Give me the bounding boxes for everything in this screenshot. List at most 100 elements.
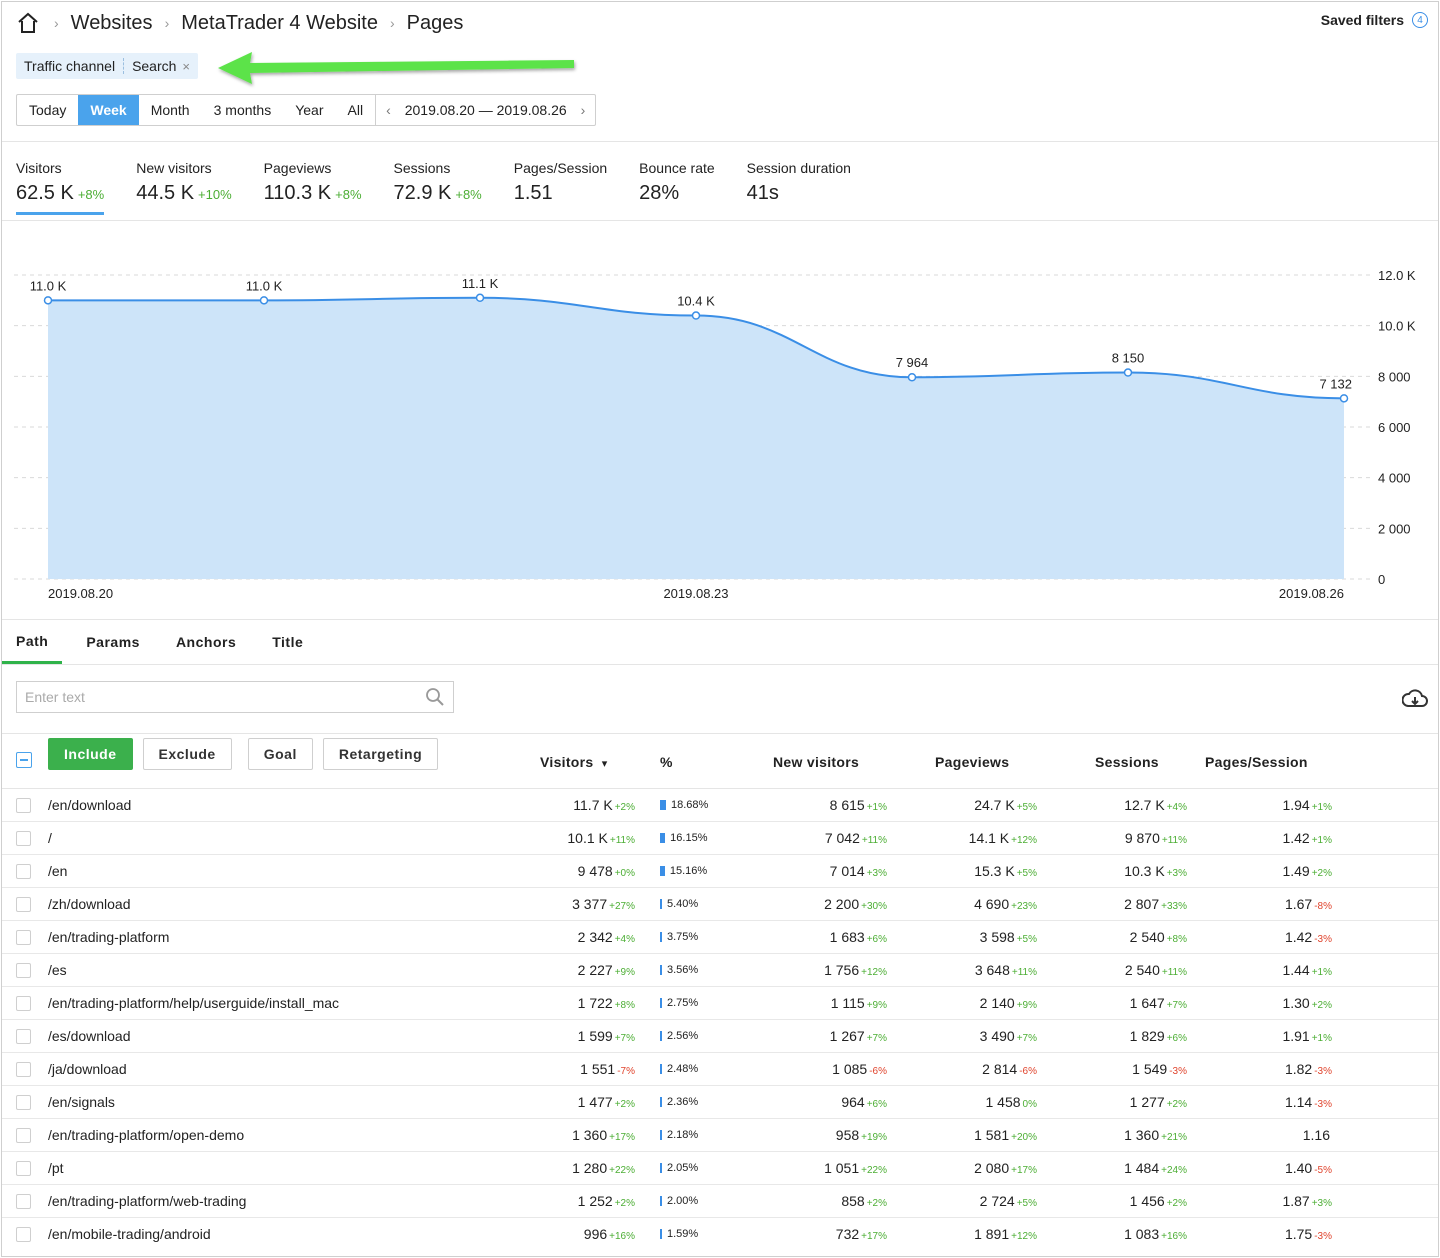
table-row[interactable]: /en/trading-platform 2 342 +4% 1 683 +6% 3 59…	[2, 921, 1438, 954]
row-checkbox[interactable]	[16, 864, 31, 879]
row-path[interactable]: /en/download	[48, 797, 132, 813]
row-path[interactable]: /es	[48, 962, 67, 978]
cell-value: 10.1 K	[567, 830, 608, 846]
divider	[2, 141, 1438, 142]
table-row[interactable]: /en/trading-platform/help/userguide/inst…	[2, 987, 1438, 1020]
cell-change: +12%	[861, 967, 887, 978]
metric-pageviews[interactable]: Pageviews 110.3 K +8%	[264, 160, 362, 205]
row-path[interactable]: /ja/download	[48, 1061, 127, 1077]
row-path[interactable]: /en/trading-platform	[48, 929, 170, 945]
breadcrumb: › Websites › MetaTrader 4 Website › Page…	[16, 10, 463, 36]
row-checkbox[interactable]	[16, 831, 31, 846]
column-pageviews[interactable]: Pageviews	[935, 754, 1010, 770]
period-month[interactable]: Month	[150, 102, 190, 118]
row-path[interactable]: /zh/download	[48, 896, 131, 912]
table-row[interactable]: /pt 1 280 +22% 1 051 +22% 2 080 +17% 1 484 +24% 1…	[2, 1152, 1438, 1185]
table-row[interactable]: /en/trading-platform/web-trading 1 252 +2%…	[2, 1185, 1438, 1218]
table-row[interactable]: /en/download 11.7 K +2% 8 615 +1% 24.7 K +5% 12…	[2, 789, 1438, 822]
metric-sessions[interactable]: Sessions 72.9 K +8%	[394, 160, 482, 205]
cell-change: -3%	[1314, 1099, 1332, 1110]
row-checkbox[interactable]	[16, 930, 31, 945]
cell-pv: 1 891 +12%	[974, 1226, 1037, 1242]
cell-change: +22%	[861, 1165, 887, 1176]
row-checkbox[interactable]	[16, 897, 31, 912]
select-all-checkbox[interactable]	[16, 752, 32, 768]
period-year[interactable]: Year	[295, 102, 324, 118]
tab-path[interactable]: Path	[2, 620, 63, 664]
period-all[interactable]: All	[347, 102, 364, 118]
cell-value: 1.42	[1282, 830, 1310, 846]
row-checkbox[interactable]	[16, 963, 31, 978]
row-path[interactable]: /pt	[48, 1160, 64, 1176]
table-row[interactable]: /zh/download 3 377 +27% 2 200 +30% 4 690 +23% 2…	[2, 888, 1438, 921]
cell-visitors: 1 477 +2%	[578, 1094, 635, 1110]
table-row[interactable]: /es/download 1 599 +7% 1 267 +7% 3 490 +7% 1 82…	[2, 1020, 1438, 1053]
row-path[interactable]: /en	[48, 863, 68, 879]
metric-new-visitors[interactable]: New visitors 44.5 K +10%	[136, 160, 231, 205]
row-checkbox[interactable]	[16, 1128, 31, 1143]
table-row[interactable]: /en/mobile-trading/android 996 +16% 732 +17%…	[2, 1218, 1438, 1251]
row-checkbox[interactable]	[16, 1227, 31, 1242]
cell-sess: 1 083 +16%	[1124, 1226, 1187, 1242]
metric-label: New visitors	[136, 160, 212, 176]
table-row[interactable]: /es 2 227 +9% 1 756 +12% 3 648 +11% 2 540 +11% 1.…	[2, 954, 1438, 987]
cell-visitors: 9 478 +0%	[578, 863, 635, 879]
percent-label: 2.56%	[667, 1030, 699, 1042]
tab-params[interactable]: Params	[86, 634, 140, 650]
table-row[interactable]: /en 9 478 +0% 7 014 +3% 15.3 K +5% 10.3 K +3% 1.4…	[2, 855, 1438, 888]
period-today[interactable]: Today	[29, 102, 67, 118]
row-path[interactable]: /	[48, 830, 52, 846]
row-checkbox[interactable]	[16, 1161, 31, 1176]
row-checkbox[interactable]	[16, 1062, 31, 1077]
cloud-download-icon[interactable]	[1402, 688, 1428, 710]
row-path[interactable]: /en/signals	[48, 1094, 115, 1110]
column-sessions[interactable]: Sessions	[1095, 754, 1159, 770]
tab-anchors[interactable]: Anchors	[175, 634, 237, 650]
tab-title[interactable]: Title	[272, 634, 304, 650]
close-icon[interactable]: ×	[182, 58, 191, 74]
table-row[interactable]: /en/signals 1 477 +2% 964 +6% 1 458 0% 1 277 +2%…	[2, 1086, 1438, 1119]
cell-change: +8%	[1166, 934, 1187, 945]
search-icon[interactable]	[425, 687, 445, 707]
goal-button[interactable]: Goal	[247, 738, 313, 770]
retargeting-button[interactable]: Retargeting	[322, 738, 439, 770]
row-path[interactable]: /en/trading-platform/web-trading	[48, 1193, 247, 1209]
home-icon[interactable]	[16, 11, 40, 35]
row-checkbox[interactable]	[16, 1029, 31, 1044]
table-row[interactable]: /10.1 K +11% 7 042 +11% 14.1 K +12% 9 870 +11% 1…	[2, 822, 1438, 855]
include-button[interactable]: Include	[48, 738, 133, 770]
data-point	[43, 296, 53, 305]
date-range-text[interactable]: 2019.08.20 — 2019.08.26	[404, 102, 567, 118]
chevron-right-icon[interactable]: ›	[580, 102, 586, 118]
column-new-visitors[interactable]: New visitors	[773, 754, 860, 770]
filter-chip[interactable]: Traffic channel Search ×	[16, 53, 199, 79]
period-week[interactable]: Week	[78, 95, 139, 125]
metric-pages-session[interactable]: Pages/Session 1.51	[514, 160, 607, 205]
exclude-button[interactable]: Exclude	[142, 738, 232, 770]
row-path[interactable]: /en/trading-platform/help/userguide/inst…	[48, 995, 340, 1011]
breadcrumb-site[interactable]: MetaTrader 4 Website	[181, 11, 378, 34]
row-path[interactable]: /en/mobile-trading/android	[48, 1226, 211, 1242]
row-checkbox[interactable]	[16, 798, 31, 813]
breadcrumb-websites[interactable]: Websites	[70, 11, 153, 34]
metric-bounce-rate[interactable]: Bounce rate 28%	[639, 160, 715, 205]
cell-value: 1.91	[1282, 1028, 1310, 1044]
metric-session-duration[interactable]: Session duration 41s	[747, 160, 851, 205]
row-checkbox[interactable]	[16, 1095, 31, 1110]
saved-filters-button[interactable]: Saved filters 4	[1321, 12, 1428, 28]
period-3-months[interactable]: 3 months	[213, 102, 272, 118]
row-checkbox[interactable]	[16, 996, 31, 1011]
row-checkbox[interactable]	[16, 1194, 31, 1209]
chevron-left-icon[interactable]: ‹	[386, 102, 391, 118]
column-pages-session[interactable]: Pages/Session	[1205, 754, 1308, 770]
cell-pps: 1.87 +3%	[1282, 1193, 1332, 1209]
cell-value: 1 477	[577, 1094, 613, 1110]
row-path[interactable]: /es/download	[48, 1028, 131, 1044]
table-row[interactable]: /ja/download 1 551 -7% 1 085 -6% 2 814 -6% 1 54…	[2, 1053, 1438, 1086]
metric-visitors[interactable]: Visitors 62.5 K +8%	[16, 160, 105, 215]
column-percent[interactable]: %	[660, 754, 673, 770]
column-visitors[interactable]: Visitors ▾	[540, 754, 608, 770]
row-path[interactable]: /en/trading-platform/open-demo	[48, 1127, 245, 1143]
table-row[interactable]: /en/trading-platform/open-demo 1 360 +17% 9…	[2, 1119, 1438, 1152]
search-input[interactable]	[17, 682, 425, 712]
